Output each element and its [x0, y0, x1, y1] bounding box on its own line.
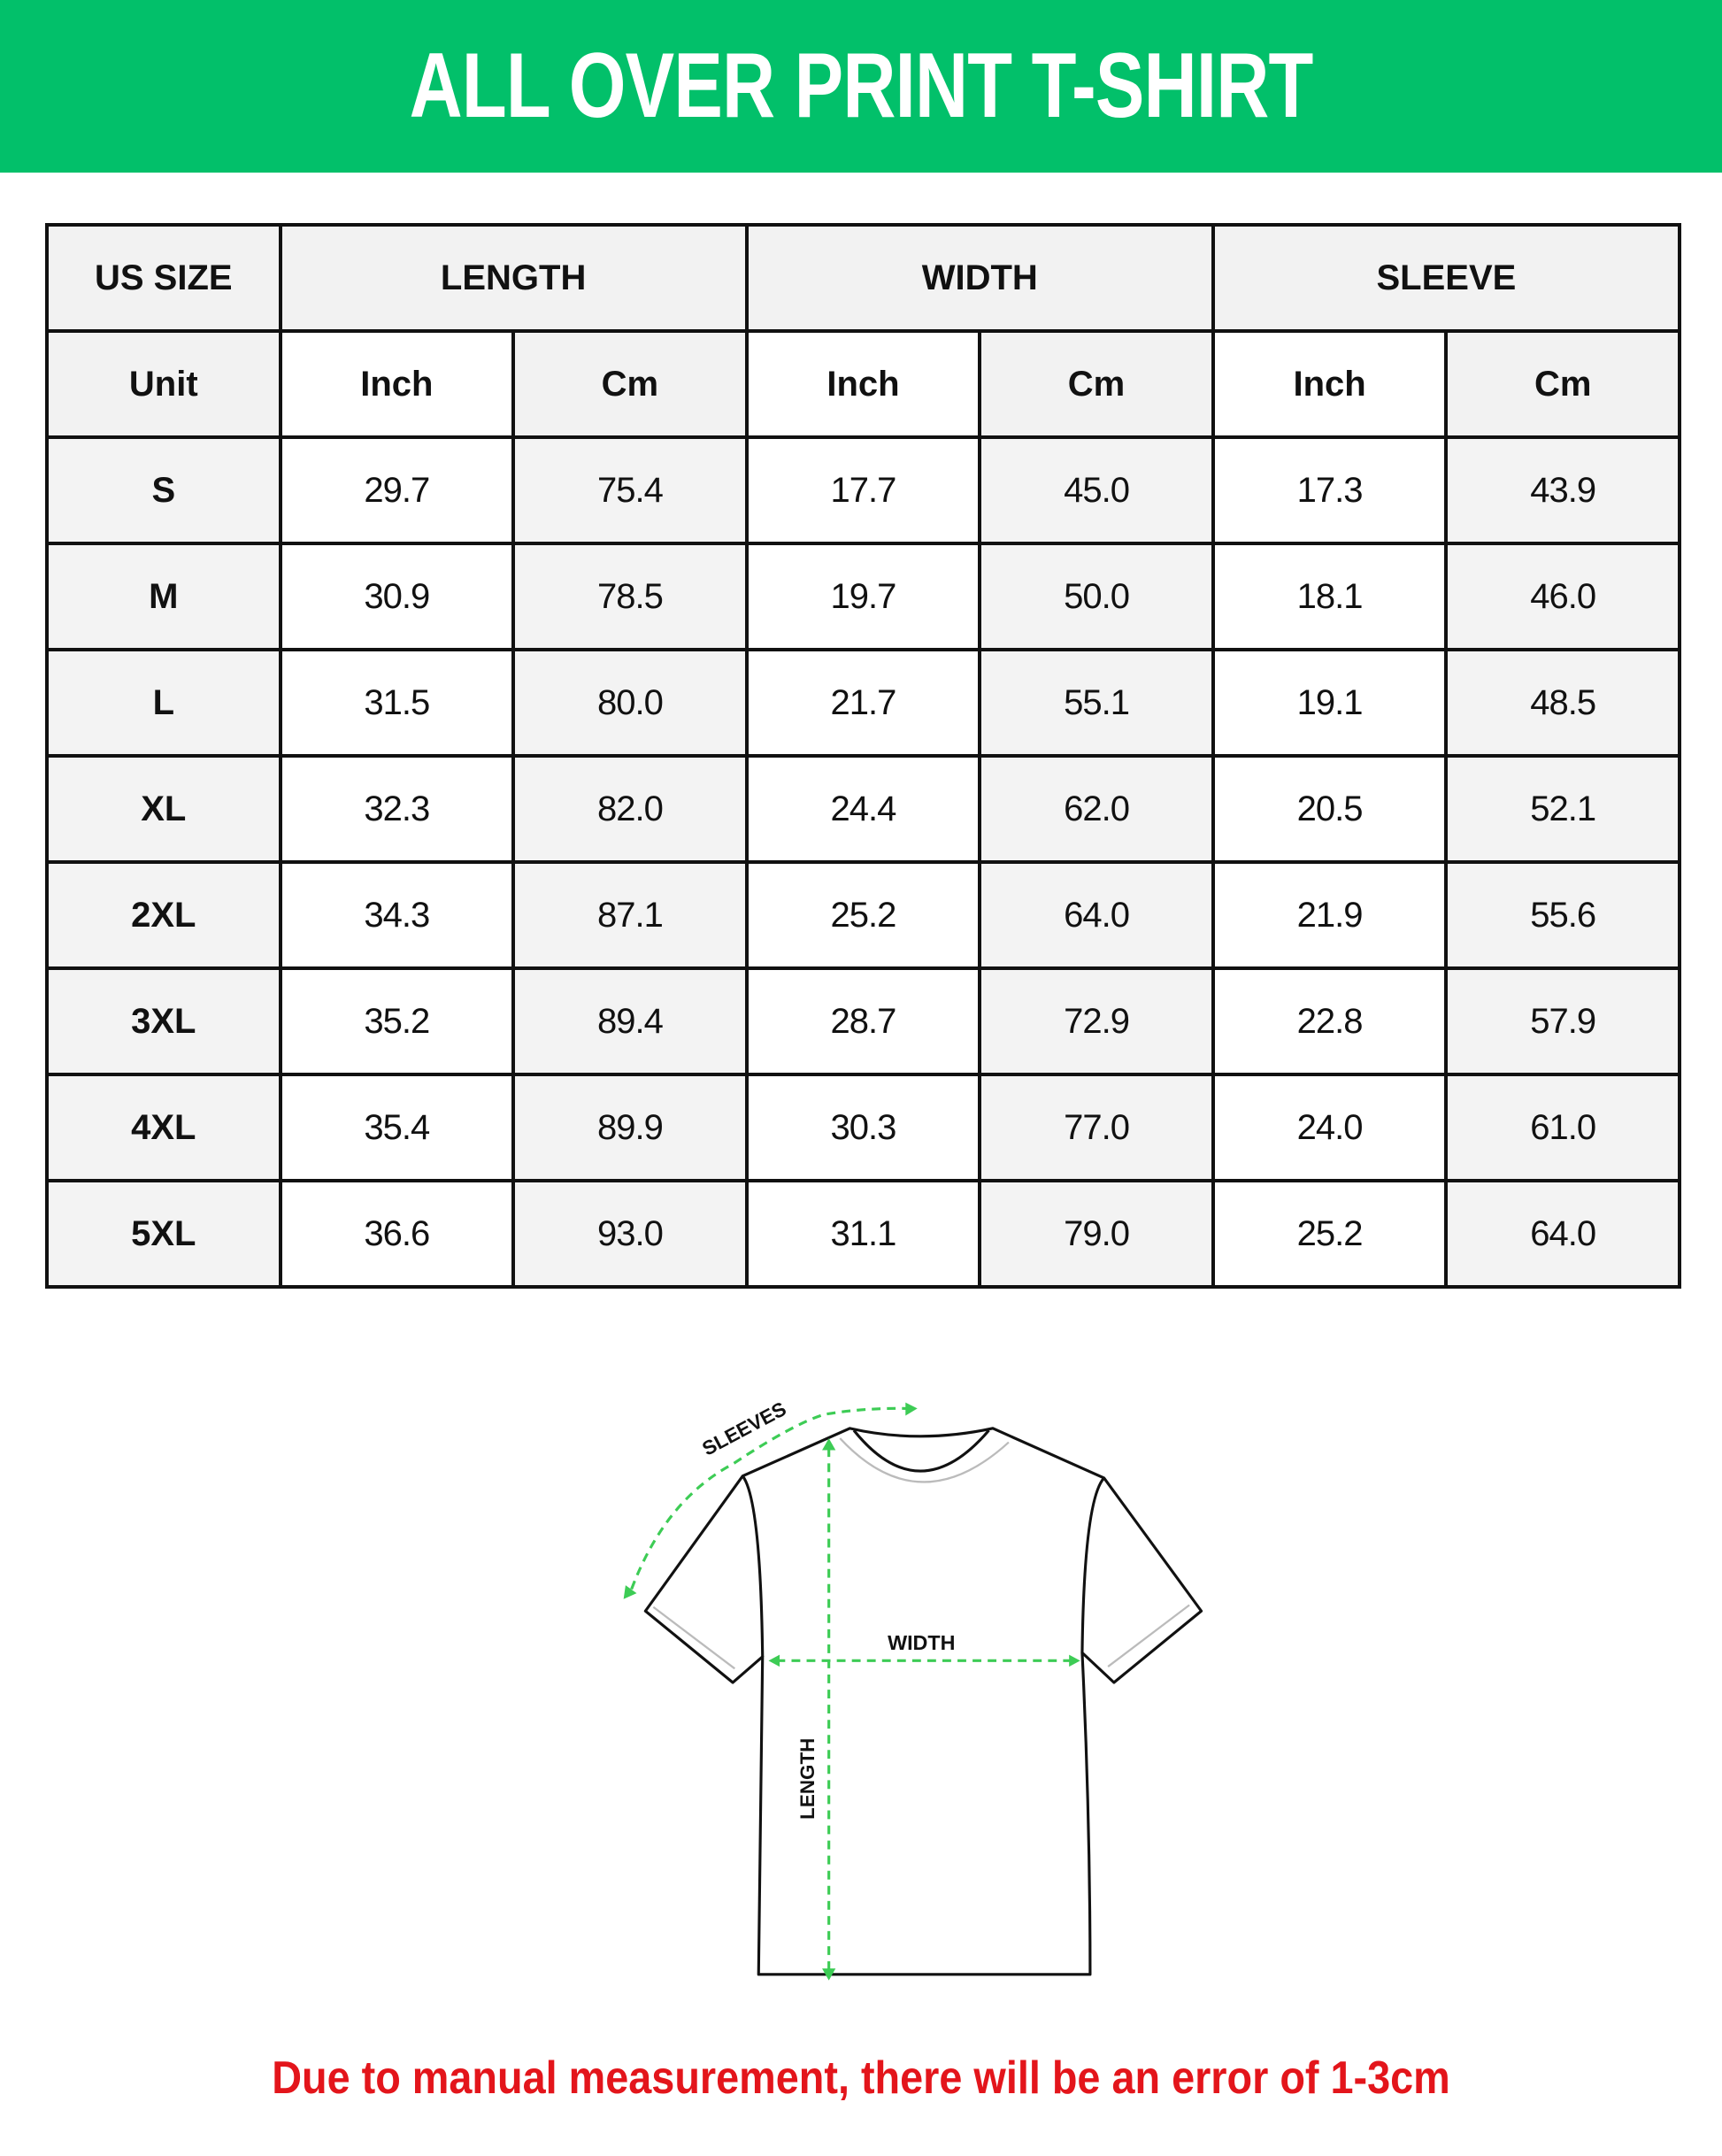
measurement-cell: 19.1	[1211, 648, 1449, 758]
size-cell: 2XL	[45, 860, 282, 970]
measurement-cell: 89.9	[511, 1073, 749, 1182]
header-sleeve: SLEEVE	[1211, 223, 1682, 333]
measurement-cell: 20.5	[1211, 754, 1449, 864]
measurement-cell: 29.7	[278, 435, 516, 545]
width-label: WIDTH	[888, 1631, 955, 1654]
group-header-row: US SIZE LENGTH WIDTH SLEEVE	[45, 223, 1682, 333]
measurement-cell: 31.5	[278, 648, 516, 758]
size-chart-table: US SIZE LENGTH WIDTH SLEEVE Unit Inch Cm…	[45, 223, 1682, 1289]
measurement-cell: 30.9	[278, 542, 516, 651]
measurement-cell: 35.2	[278, 966, 516, 1076]
measurement-cell: 28.7	[744, 966, 982, 1076]
header-length-cm: Cm	[511, 329, 749, 439]
size-cell: 5XL	[45, 1179, 282, 1289]
measurement-cell: 32.3	[278, 754, 516, 864]
header-sleeve-cm: Cm	[1444, 329, 1681, 439]
measurement-cell: 48.5	[1444, 648, 1681, 758]
header-length-inch: Inch	[278, 329, 516, 439]
header-width: WIDTH	[744, 223, 1215, 333]
measurement-cell: 35.4	[278, 1073, 516, 1182]
measurement-cell: 62.0	[978, 754, 1215, 864]
measurement-cell: 89.4	[511, 966, 749, 1076]
size-cell: L	[45, 648, 282, 758]
sleeves-label: SLEEVES	[699, 1398, 790, 1460]
measurement-cell: 19.7	[744, 542, 982, 651]
measurement-cell: 93.0	[511, 1179, 749, 1289]
size-row: L 31.5 80.0 21.7 55.1 19.1 48.5	[45, 648, 1681, 758]
measurement-cell: 75.4	[511, 435, 749, 545]
measurement-cell: 61.0	[1444, 1073, 1681, 1182]
size-row: 3XL 35.2 89.4 28.7 72.9 22.8 57.9	[45, 966, 1681, 1076]
measurement-cell: 31.1	[744, 1179, 982, 1289]
page-title: ALL OVER PRINT T-SHIRT	[409, 35, 1314, 137]
measurement-cell: 64.0	[978, 860, 1215, 970]
header-sleeve-inch: Inch	[1211, 329, 1449, 439]
measurement-cell: 80.0	[511, 648, 749, 758]
measurement-cell: 50.0	[978, 542, 1215, 651]
sleeve-arrow	[630, 1406, 908, 1590]
length-label: LENGTH	[796, 1738, 819, 1820]
measurement-cell: 21.9	[1211, 860, 1449, 970]
measurement-cell: 55.1	[978, 648, 1215, 758]
header-unit: Unit	[45, 329, 282, 439]
measurement-cell: 34.3	[278, 860, 516, 970]
measurement-cell: 21.7	[744, 648, 982, 758]
size-row: M 30.9 78.5 19.7 50.0 18.1 46.0	[45, 542, 1681, 651]
size-row: XL 32.3 82.0 24.4 62.0 20.5 52.1	[45, 754, 1681, 864]
size-row: S 29.7 75.4 17.7 45.0 17.3 43.9	[45, 435, 1681, 545]
header-us-size: US SIZE	[45, 223, 282, 333]
size-cell: S	[45, 435, 282, 545]
measurement-cell: 25.2	[744, 860, 982, 970]
size-cell: M	[45, 542, 282, 651]
size-row: 2XL 34.3 87.1 25.2 64.0 21.9 55.6	[45, 860, 1681, 970]
tshirt-measurement-diagram: SLEEVES WIDTH LENGTH	[623, 1398, 1203, 1981]
measurement-cell: 46.0	[1444, 542, 1681, 651]
size-cell: 3XL	[45, 966, 282, 1076]
measurement-cell: 24.0	[1211, 1073, 1449, 1182]
measurement-cell: 17.7	[744, 435, 982, 545]
measurement-cell: 45.0	[978, 435, 1215, 545]
measurement-cell: 82.0	[511, 754, 749, 864]
measurement-arrows	[630, 1406, 1072, 1973]
measurement-cell: 64.0	[1444, 1179, 1681, 1289]
header-length: LENGTH	[278, 223, 749, 333]
measurement-cell: 57.9	[1444, 966, 1681, 1076]
measurement-cell: 30.3	[744, 1073, 982, 1182]
measurement-cell: 17.3	[1211, 435, 1449, 545]
measurement-cell: 36.6	[278, 1179, 516, 1289]
size-cell: XL	[45, 754, 282, 864]
measurement-cell: 87.1	[511, 860, 749, 970]
title-banner: ALL OVER PRINT T-SHIRT	[0, 0, 1722, 173]
measurement-cell: 25.2	[1211, 1179, 1449, 1289]
header-width-cm: Cm	[978, 329, 1215, 439]
size-row: 5XL 36.6 93.0 31.1 79.0 25.2 64.0	[45, 1179, 1681, 1289]
measurement-cell: 79.0	[978, 1179, 1215, 1289]
measurement-cell: 78.5	[511, 542, 749, 651]
measurement-cell: 72.9	[978, 966, 1215, 1076]
size-cell: 4XL	[45, 1073, 282, 1182]
measurement-disclaimer: Due to manual measurement, there will be…	[272, 2052, 1450, 2104]
measurement-cell: 18.1	[1211, 542, 1449, 651]
measurement-cell: 52.1	[1444, 754, 1681, 864]
tshirt-outline-icon	[643, 1427, 1203, 1976]
unit-header-row: Unit Inch Cm Inch Cm Inch Cm	[45, 329, 1681, 439]
header-width-inch: Inch	[744, 329, 982, 439]
size-row: 4XL 35.4 89.9 30.3 77.0 24.0 61.0	[45, 1073, 1681, 1182]
measurement-cell: 22.8	[1211, 966, 1449, 1076]
measurement-cell: 55.6	[1444, 860, 1681, 970]
measurement-cell: 77.0	[978, 1073, 1215, 1182]
measurement-cell: 43.9	[1444, 435, 1681, 545]
measurement-cell: 24.4	[744, 754, 982, 864]
